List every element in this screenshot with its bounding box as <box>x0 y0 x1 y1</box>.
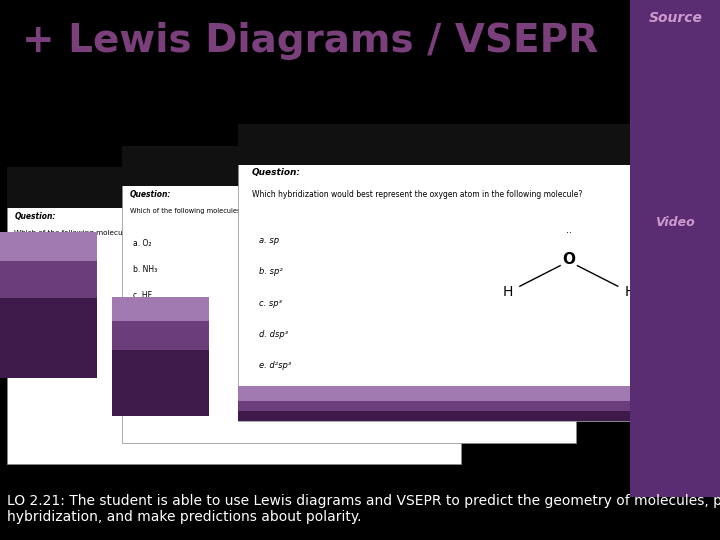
Text: b. sp²: b. sp² <box>259 267 283 276</box>
FancyBboxPatch shape <box>122 146 576 443</box>
Text: d. H₂O: d. H₂O <box>133 316 158 326</box>
Text: c. BII₄: c. BII₄ <box>18 312 40 321</box>
Text: Which hybridization would best represent the oxygen atom in the following molecu: Which hybridization would best represent… <box>252 190 582 199</box>
Text: Which of the following molecules has a tetrahedral shape?: Which of the following molecules has a t… <box>14 230 225 236</box>
FancyBboxPatch shape <box>238 124 691 421</box>
FancyBboxPatch shape <box>122 146 576 186</box>
Text: e. CCl₄: e. CCl₄ <box>133 342 158 352</box>
Text: d. dsp³: d. dsp³ <box>259 330 288 339</box>
Text: a. NH₃: a. NH₃ <box>18 260 42 269</box>
Text: b. H₂O: b. H₂O <box>18 286 42 295</box>
Text: ··: ·· <box>566 227 572 238</box>
FancyBboxPatch shape <box>630 0 720 497</box>
FancyBboxPatch shape <box>112 350 209 416</box>
FancyBboxPatch shape <box>0 261 97 298</box>
FancyBboxPatch shape <box>7 167 461 464</box>
FancyBboxPatch shape <box>238 386 691 421</box>
Text: e. HF: e. HF <box>18 364 37 373</box>
Text: c. sp³: c. sp³ <box>259 299 282 308</box>
FancyBboxPatch shape <box>238 411 691 421</box>
Text: ©2011, Aaron Glimme, LearnAPChemistry.com: ©2011, Aaron Glimme, LearnAPChemistry.co… <box>382 394 546 401</box>
Text: d. CH₄: d. CH₄ <box>18 338 42 347</box>
Text: Question:: Question: <box>130 190 171 199</box>
Text: H: H <box>625 285 635 299</box>
Text: b. NH₃: b. NH₃ <box>133 265 158 274</box>
Text: Question:: Question: <box>252 168 301 178</box>
Text: c. HF: c. HF <box>133 291 152 300</box>
Text: Video: Video <box>655 216 696 229</box>
Text: a. sp: a. sp <box>259 236 279 245</box>
FancyBboxPatch shape <box>7 167 461 208</box>
FancyBboxPatch shape <box>238 401 691 421</box>
Text: H: H <box>503 285 513 299</box>
FancyBboxPatch shape <box>238 124 691 165</box>
Text: LO 2.21: The student is able to use Lewis diagrams and VSEPR to predict the geom: LO 2.21: The student is able to use Lewi… <box>7 494 720 524</box>
Text: O: O <box>562 252 575 267</box>
FancyBboxPatch shape <box>112 321 209 350</box>
FancyBboxPatch shape <box>0 232 97 261</box>
Text: a. O₂: a. O₂ <box>133 239 152 248</box>
Text: Source: Source <box>649 11 702 25</box>
FancyBboxPatch shape <box>112 297 209 321</box>
Text: + Lewis Diagrams / VSEPR: + Lewis Diagrams / VSEPR <box>22 22 598 59</box>
Text: e. d²sp³: e. d²sp³ <box>259 361 292 370</box>
Text: Question:: Question: <box>14 212 55 221</box>
FancyBboxPatch shape <box>0 298 97 378</box>
Text: Which of the following molecules has polar bonds but is a non-polar molecule?: Which of the following molecules has pol… <box>130 208 393 214</box>
